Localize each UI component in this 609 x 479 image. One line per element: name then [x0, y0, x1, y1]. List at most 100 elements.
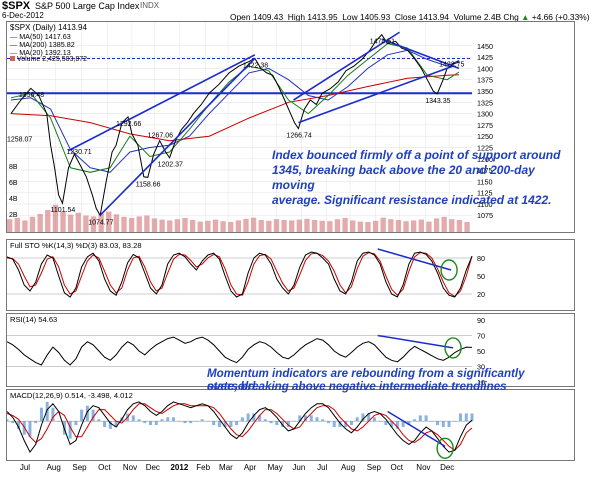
macd-histogram-bar [143, 421, 147, 424]
macd-histogram-bar [108, 421, 112, 429]
macd-histogram-bar [390, 421, 394, 427]
volume-bar [144, 215, 150, 232]
macd-histogram-bar [441, 421, 445, 427]
macd-histogram-bar [51, 407, 55, 422]
price-note-line-3: average. Significant resistance indicate… [272, 193, 552, 207]
price-label: 1101.54 [51, 207, 76, 214]
change-value: +4.66 (+0.33%) [531, 12, 590, 22]
open-value: 1409.43 [252, 12, 284, 22]
volume-bar [243, 218, 249, 232]
macd-histogram-bar [85, 405, 89, 422]
high-value: 1413.95 [307, 12, 338, 22]
macd-histogram-bar [212, 421, 216, 426]
macd-histogram-bar [292, 421, 296, 422]
macd-histogram-bar [177, 421, 181, 422]
volume-bar [289, 220, 295, 232]
volume-bar [449, 219, 455, 232]
volume-bar [228, 222, 234, 232]
y-tick-label: 1175 [477, 166, 492, 175]
momentum-annotation-2: state, breaking above negative intermedi… [207, 380, 507, 393]
volume-bar [403, 221, 409, 232]
macd-histogram-bar [304, 415, 308, 422]
macd-histogram-bar [263, 419, 267, 422]
x-axis: Jul Aug Sep Oct Nov Dec 2012 Feb Mar Apr May Jun Jul… [6, 461, 573, 475]
y-tick-label: 1375 [477, 76, 493, 85]
x-tick-label: Aug [340, 463, 356, 472]
macd-histogram-bar [34, 421, 38, 424]
volume-bar [182, 218, 188, 232]
macd-histogram-bar [298, 415, 302, 422]
volume-bar [29, 216, 36, 232]
y-tick-label: 1425 [477, 53, 493, 62]
macd-histogram-bar [223, 421, 227, 427]
volume-bar [7, 219, 13, 232]
volume-bar [258, 220, 264, 232]
macd-histogram-bar [217, 421, 221, 427]
price-label: 1343.35 [425, 98, 450, 105]
macd-histogram-bar [395, 421, 399, 429]
volume-bar [411, 220, 417, 232]
x-tick-label: Dec [440, 463, 455, 472]
trendline [68, 54, 256, 152]
volume-bar [67, 214, 74, 232]
macd-histogram-bar [229, 421, 233, 427]
chart-header: $SPX S&P 500 Large Cap Index INDX [0, 0, 609, 12]
y-tick-label: 1250 [477, 132, 493, 141]
x-tick-label: Jul [317, 463, 328, 472]
low-label: Low [342, 12, 358, 22]
volume-label: Volume [453, 12, 482, 22]
trendline [99, 57, 256, 216]
volume-tick-label: 4B [9, 196, 18, 203]
macd-histogram-bar [332, 421, 336, 427]
volume-bar [212, 219, 219, 232]
price-label: 1266.74 [286, 133, 311, 140]
highlight-circle [436, 437, 454, 459]
macd-histogram-bar [401, 421, 405, 427]
index-name: S&P 500 Large Cap Index [35, 1, 140, 11]
price-annotation: Index bounced firmly off a point of supp… [272, 148, 574, 208]
trendline [293, 31, 400, 101]
volume-bar [45, 210, 51, 232]
volume-bar [395, 220, 402, 232]
price-note-line-2: 1345, breaking back above the 20 and 200… [272, 163, 535, 192]
rsi-line [6, 336, 473, 366]
volume-bar [136, 216, 142, 232]
chart-date: 6-Dec-2012 [2, 11, 44, 20]
y-tick-label: 1300 [477, 110, 493, 119]
price-line [10, 33, 460, 217]
rsi-title: RSI(14) 54.63 [10, 315, 58, 324]
y-tick-label: 1350 [477, 87, 493, 96]
volume-bar [433, 218, 440, 232]
price-label: 1202.37 [158, 162, 183, 169]
price-label: 1423.75 [439, 62, 464, 69]
macd-histogram-bar [378, 421, 382, 422]
volume-bar [235, 220, 242, 232]
legend-ma200-label: MA(200) 1385.82 [19, 40, 75, 49]
macd-histogram-bar [11, 421, 15, 424]
x-tick-label: Aug [46, 463, 61, 472]
x-tick-label: Nov [122, 463, 138, 472]
volume-bar [296, 219, 303, 232]
high-label: High [287, 12, 305, 22]
macd-histogram-bar [424, 415, 428, 422]
volume-bar [90, 216, 97, 232]
volume-bar [456, 220, 463, 232]
volume-bar [113, 214, 120, 232]
macd-histogram-bar [103, 421, 107, 427]
volume-tick-label: 8B [9, 164, 18, 171]
macd-histogram-bar [367, 413, 371, 422]
macd-histogram-bar [137, 419, 141, 422]
volume-bar [388, 219, 394, 232]
x-tick-label: Sep [72, 463, 87, 472]
close-label: Close [394, 12, 417, 22]
macd-panel: MACD(12,26,9) 0.514, -3.498, 4.012 state… [5, 380, 575, 461]
macd-histogram-bar [309, 415, 313, 422]
macd-histogram-bar [183, 421, 187, 424]
macd-histogram-bar [430, 421, 434, 422]
price-label: 1356.48 [19, 92, 44, 99]
trendline [298, 65, 454, 124]
macd-histogram-bar [281, 421, 285, 427]
macd-histogram-bar [16, 421, 20, 429]
volume-bar [205, 220, 211, 232]
macd-histogram-bar [28, 421, 32, 437]
